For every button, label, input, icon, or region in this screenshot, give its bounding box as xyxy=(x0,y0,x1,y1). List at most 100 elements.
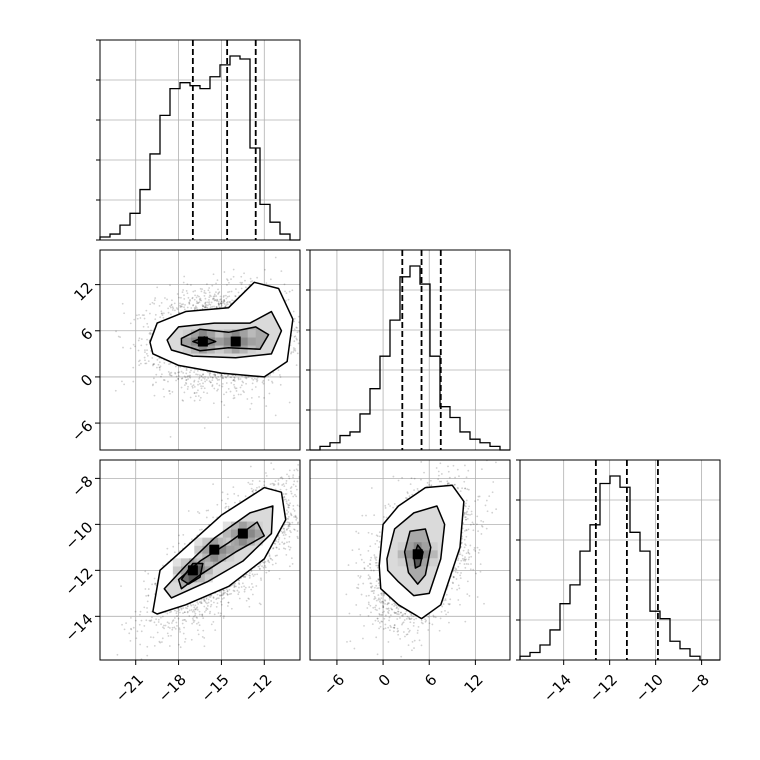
sample-point xyxy=(176,625,178,627)
sample-point xyxy=(251,593,254,596)
sample-point xyxy=(115,330,117,333)
contour-line xyxy=(149,281,294,378)
sample-point xyxy=(213,305,215,308)
sample-point xyxy=(186,605,189,607)
sample-point xyxy=(260,579,263,581)
sample-point xyxy=(184,303,186,306)
sample-point xyxy=(287,545,290,548)
sample-point xyxy=(248,572,251,574)
sample-point xyxy=(216,298,218,301)
sample-point xyxy=(180,386,183,389)
sample-point xyxy=(316,339,318,341)
sample-point xyxy=(204,380,207,383)
sample-point xyxy=(306,354,308,356)
sample-point xyxy=(294,514,297,517)
sample-point xyxy=(279,488,282,491)
sample-point xyxy=(178,627,181,630)
sample-point xyxy=(169,374,172,377)
sample-point xyxy=(148,332,151,335)
sample-point xyxy=(295,326,298,329)
sample-point xyxy=(176,308,179,311)
sample-point xyxy=(204,306,207,309)
sample-point xyxy=(185,369,188,372)
density-cell xyxy=(239,337,248,346)
sample-point xyxy=(130,628,133,631)
sample-point xyxy=(130,617,132,619)
sample-point xyxy=(204,376,206,378)
sample-point xyxy=(289,512,292,515)
sample-point xyxy=(196,622,198,625)
sample-point xyxy=(247,376,250,378)
sample-point xyxy=(200,375,203,378)
sample-point xyxy=(132,366,135,369)
sample-point xyxy=(202,305,204,308)
sample-point xyxy=(232,379,235,382)
sample-point xyxy=(194,395,197,398)
sample-point xyxy=(216,300,218,303)
sample-point xyxy=(233,584,236,587)
sample-point xyxy=(219,595,221,597)
sample-point xyxy=(226,279,229,282)
sample-point xyxy=(129,639,132,642)
sample-point xyxy=(240,287,243,290)
sample-point xyxy=(288,469,291,472)
sample-point xyxy=(233,396,236,399)
sample-point xyxy=(217,293,219,295)
sample-point xyxy=(233,377,236,379)
sample-point xyxy=(208,296,211,299)
sample-point xyxy=(173,302,176,305)
sample-point xyxy=(232,275,235,278)
sample-point xyxy=(195,373,198,376)
sample-point xyxy=(226,593,229,596)
sample-point xyxy=(220,303,223,306)
density-cell xyxy=(231,345,240,354)
sample-point xyxy=(226,284,228,286)
sample-point xyxy=(140,338,143,340)
sample-point xyxy=(216,597,219,600)
sample-point xyxy=(248,284,251,286)
sample-point xyxy=(285,480,288,482)
sample-point xyxy=(217,302,220,305)
sample-point xyxy=(146,354,149,357)
sample-point xyxy=(143,580,145,583)
sample-point xyxy=(189,298,191,301)
sample-point xyxy=(334,467,336,469)
sample-point xyxy=(290,514,293,517)
sample-point xyxy=(149,620,152,623)
sample-point xyxy=(116,653,119,656)
sample-point xyxy=(217,291,220,294)
sample-point xyxy=(206,605,209,607)
sample-point xyxy=(278,374,281,376)
sample-point xyxy=(205,379,208,381)
contour-line xyxy=(180,326,270,352)
sample-point xyxy=(132,343,135,346)
sample-point xyxy=(218,378,221,381)
sample-point xyxy=(195,391,198,394)
sample-point xyxy=(281,484,284,486)
sample-point xyxy=(251,490,254,493)
sample-point xyxy=(207,301,209,304)
sample-point xyxy=(123,628,126,631)
sample-point xyxy=(272,371,275,374)
sample-point xyxy=(222,592,224,595)
sample-point xyxy=(139,643,142,646)
sample-point xyxy=(183,306,185,309)
sample-point xyxy=(197,383,199,386)
sample-point xyxy=(151,384,154,387)
sample-point xyxy=(237,378,240,381)
sample-point xyxy=(227,507,230,510)
sample-point xyxy=(211,379,214,382)
sample-point xyxy=(293,317,296,320)
sample-point xyxy=(221,382,224,385)
sample-point xyxy=(223,294,225,297)
sample-point xyxy=(227,387,230,390)
sample-point xyxy=(296,338,298,341)
sample-point xyxy=(214,299,217,302)
sample-point xyxy=(293,516,296,518)
sample-point xyxy=(129,347,132,350)
sample-point xyxy=(262,566,265,569)
sample-point xyxy=(141,314,144,317)
sample-point xyxy=(185,379,188,382)
sample-point xyxy=(169,362,172,365)
sample-point xyxy=(269,278,272,281)
